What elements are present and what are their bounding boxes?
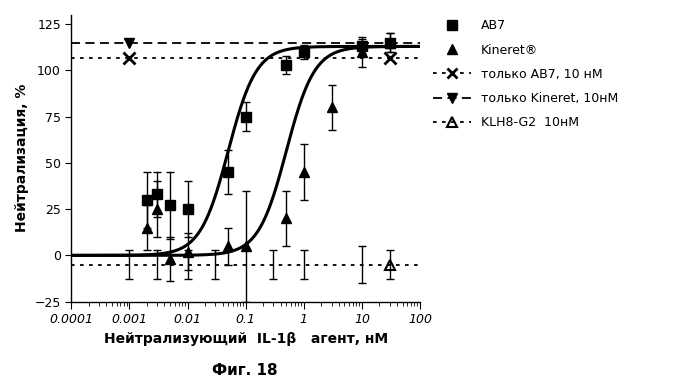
Legend: AB7, Kineret®, только AB7, 10 нМ, только Kineret, 10нМ, KLH8-G2  10нМ: AB7, Kineret®, только AB7, 10 нМ, только… [430, 15, 622, 133]
Y-axis label: Нейтрализация, %: Нейтрализация, % [15, 84, 29, 233]
X-axis label: Нейтрализующий  IL-1β   агент, нМ: Нейтрализующий IL-1β агент, нМ [104, 332, 388, 346]
Text: Фиг. 18: Фиг. 18 [212, 363, 278, 377]
